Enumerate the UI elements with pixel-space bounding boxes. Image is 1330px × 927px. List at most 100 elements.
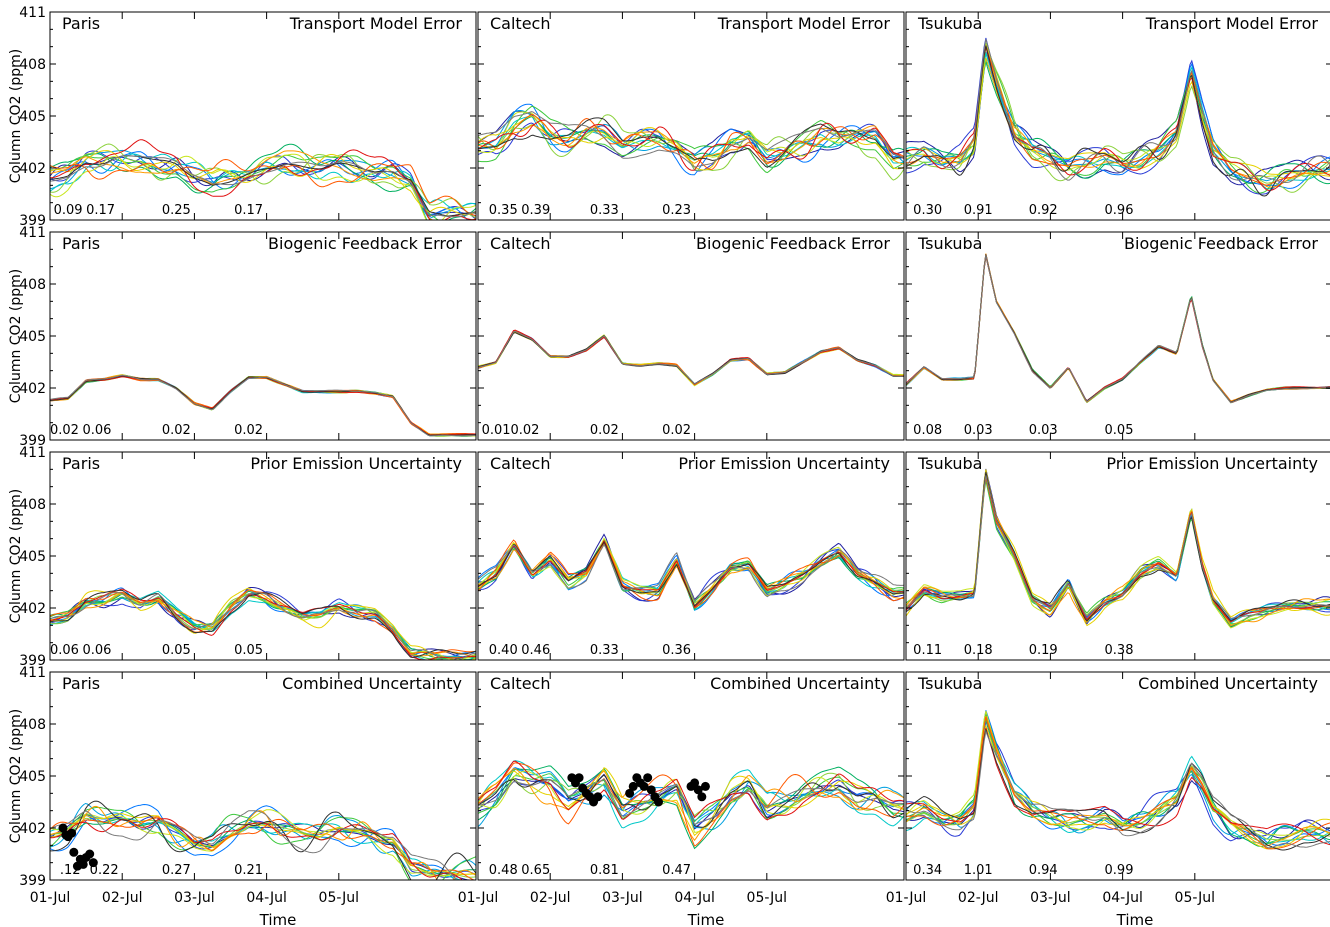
y-tick-label: 399 xyxy=(19,873,46,889)
site-name: Tsukuba xyxy=(917,234,982,253)
y-tick-label: 408 xyxy=(19,717,46,733)
day-value-1: 0.01 xyxy=(482,423,511,438)
panel-title: Biogenic Feedback Error xyxy=(268,234,462,253)
day-value-2: 0.06 xyxy=(82,423,111,438)
x-tick-label: 05-Jul xyxy=(747,890,788,906)
ensemble-lines xyxy=(906,253,1330,404)
y-axis-label: Column CO2 (ppm) xyxy=(8,489,24,624)
x-tick-label: 03-Jul xyxy=(602,890,643,906)
day-value-3: 0.92 xyxy=(1029,203,1058,218)
panel-title: Transport Model Error xyxy=(289,14,463,33)
y-tick-label: 399 xyxy=(19,433,46,449)
ensemble-line-1 xyxy=(478,330,904,386)
ensemble-line-15 xyxy=(50,592,476,660)
panel-frame xyxy=(905,231,1330,441)
ensemble-line-4 xyxy=(50,149,476,219)
ensemble-line-15 xyxy=(478,778,904,825)
site-name: Caltech xyxy=(490,14,550,33)
panel-paris-0: 399 402 405 408 411 Paris Transport Model Erro… xyxy=(8,5,477,229)
ensemble-line-2 xyxy=(906,37,1330,195)
y-tick-label: 405 xyxy=(19,549,46,565)
day-value-2: 0.18 xyxy=(964,643,993,658)
ensemble-line-12 xyxy=(906,716,1330,850)
y-tick-label: 399 xyxy=(19,653,46,669)
y-tick-label: 402 xyxy=(19,161,46,177)
observation-dot-8 xyxy=(593,792,603,802)
x-tick-label: 04-Jul xyxy=(1102,890,1143,906)
observation-dot-11 xyxy=(88,858,98,868)
day-value-3: 0.33 xyxy=(590,643,619,658)
ensemble-line-11 xyxy=(50,805,476,880)
x-axis-label-2: Time xyxy=(687,911,725,927)
ensemble-line-5 xyxy=(478,330,904,386)
day-value-1: 0.30 xyxy=(913,203,942,218)
day-value-3: 0.19 xyxy=(1029,643,1058,658)
panel-frame xyxy=(49,231,477,441)
ensemble-line-5 xyxy=(478,115,904,164)
ensemble-line-7 xyxy=(50,593,476,660)
panel-paris-1: 399 402 405 408 411 Paris Biogenic Feedback Er… xyxy=(8,225,477,449)
x-tick-label: 05-Jul xyxy=(319,890,360,906)
day-value-1: 0.11 xyxy=(913,643,942,658)
ensemble-line-15 xyxy=(906,254,1330,404)
ensemble-line-13 xyxy=(50,139,476,220)
observation-dot-3 xyxy=(574,773,584,783)
ensemble-line-10 xyxy=(50,813,476,875)
observation-dot-22 xyxy=(700,781,710,791)
ensemble-line-13 xyxy=(478,119,904,171)
ensemble-line-13 xyxy=(478,329,904,385)
site-name: Tsukuba xyxy=(917,674,982,693)
day-value-1: 0.48 xyxy=(489,863,518,878)
ensemble-line-15 xyxy=(478,330,904,385)
y-axis-label: Column CO2 (ppm) xyxy=(8,49,24,184)
ensemble-line-14 xyxy=(906,729,1330,851)
observation-dot-5 xyxy=(69,847,79,857)
y-tick-label: 405 xyxy=(19,109,46,125)
day-value-4: 0.23 xyxy=(662,203,691,218)
y-tick-label: 402 xyxy=(19,821,46,837)
ensemble-line-12 xyxy=(478,329,904,386)
ensemble-line-15 xyxy=(906,729,1330,849)
day-value-3: 0.02 xyxy=(590,423,619,438)
day-value-3: 0.94 xyxy=(1029,863,1058,878)
ensemble-line-8 xyxy=(906,42,1330,193)
ensemble-line-4 xyxy=(50,595,476,660)
day-value-2: 0.22 xyxy=(90,863,119,878)
ensemble-line-4 xyxy=(478,329,904,386)
x-axis-label-1: Time xyxy=(259,911,297,927)
ensemble-line-9 xyxy=(478,331,904,387)
site-name: Paris xyxy=(62,234,100,253)
panel-paris-2: 399 402 405 408 411 Paris Prior Emission Uncer… xyxy=(8,445,477,669)
panel-paris-3: 399 402 405 408 411 01-Jul 02-Jul 03-Jul 04-Jul 0… xyxy=(8,665,477,906)
day-value-2: 0.91 xyxy=(964,203,993,218)
day-value-3: 0.27 xyxy=(162,863,191,878)
site-name: Paris xyxy=(62,674,100,693)
ensemble-line-12 xyxy=(50,158,476,217)
day-value-3: 0.03 xyxy=(1029,423,1058,438)
ensemble-line-6 xyxy=(478,116,904,168)
site-name: Tsukuba xyxy=(917,454,982,473)
ensemble-line-7 xyxy=(478,330,904,386)
x-tick-label: 02-Jul xyxy=(530,890,571,906)
x-tick-label: 02-Jul xyxy=(958,890,999,906)
x-tick-label: 01-Jul xyxy=(458,890,499,906)
y-tick-label: 411 xyxy=(19,665,46,681)
panel-caltech-0: Caltech Transport Model Error 0.35 0.39 0.33… xyxy=(477,11,905,221)
axis-labels: Time Time Time xyxy=(259,911,1154,927)
ensemble-lines xyxy=(50,139,476,220)
day-value-3: 0.05 xyxy=(162,643,191,658)
day-value-1: 0.34 xyxy=(913,863,942,878)
ensemble-lines xyxy=(478,760,904,850)
site-name: Tsukuba xyxy=(917,14,982,33)
ensemble-line-15 xyxy=(50,810,458,880)
site-name: Caltech xyxy=(490,674,550,693)
panel-frame xyxy=(49,11,477,221)
day-value-1: 0.35 xyxy=(489,203,518,218)
y-tick-label: 411 xyxy=(19,5,46,21)
ensemble-lines xyxy=(478,533,904,611)
panel-title: Combined Uncertainty xyxy=(710,674,890,693)
y-tick-label: 405 xyxy=(19,769,46,785)
ensemble-line-15 xyxy=(478,111,904,168)
